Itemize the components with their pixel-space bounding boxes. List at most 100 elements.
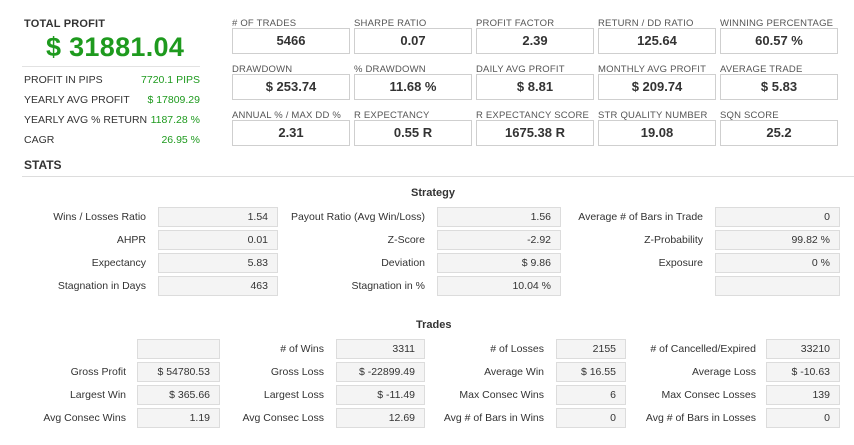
trades-label: Gross Loss [270, 366, 324, 378]
metric-sqn-score: SQN SCORE 25.2 [720, 110, 838, 150]
metric-average-trade: AVERAGE TRADE $ 5.83 [720, 64, 838, 104]
summary-label: YEARLY AVG PROFIT [24, 94, 130, 106]
summary-label: CAGR [24, 134, 55, 146]
summary-label: PROFIT IN PIPS [24, 74, 103, 86]
stats-title: STATS [24, 158, 62, 172]
strategy-value: 1.56 [437, 207, 561, 227]
strategy-label: Z-Probability [644, 234, 703, 246]
metric-label: MONTHLY AVG PROFIT [598, 64, 707, 75]
metric-num-trades: # OF TRADES 5466 [232, 18, 350, 58]
metric-label: % DRAWDOWN [354, 64, 426, 75]
summary-value: 26.95 % [161, 134, 200, 146]
metric-value: 19.08 [598, 120, 716, 146]
metric-value: 2.39 [476, 28, 594, 54]
strategy-value: 99.82 % [715, 230, 840, 250]
trades-label: # of Wins [280, 343, 324, 355]
strategy-label: Payout Ratio (Avg Win/Loss) [290, 211, 425, 223]
trades-value: 0 [766, 408, 840, 428]
metric-label: WINNING PERCENTAGE [720, 18, 834, 29]
metric-str-quality-number: STR QUALITY NUMBER 19.08 [598, 110, 716, 150]
metric-value: 25.2 [720, 120, 838, 146]
summary-value: $ 17809.29 [147, 94, 200, 106]
metric-r-expectancy-score: R EXPECTANCY SCORE 1675.38 R [476, 110, 594, 150]
trades-label: Avg Consec Loss [242, 412, 324, 424]
metric-label: SQN SCORE [720, 110, 779, 121]
trades-label: Avg # of Bars in Losses [645, 412, 756, 424]
trades-label: Largest Win [69, 389, 126, 401]
metric-label: # OF TRADES [232, 18, 297, 29]
trades-value: 1.19 [137, 408, 220, 428]
metric-annual-max-dd: ANNUAL % / MAX DD % 2.31 [232, 110, 350, 150]
trades-label: Max Consec Wins [459, 389, 544, 401]
metric-value: $ 5.83 [720, 74, 838, 100]
strategy-label: AHPR [116, 234, 146, 246]
strategy-value: 0 % [715, 253, 840, 273]
strategy-value: 1.54 [158, 207, 278, 227]
metric-value: 11.68 % [354, 74, 472, 100]
metric-label: DAILY AVG PROFIT [476, 64, 565, 75]
metric-label: PROFIT FACTOR [476, 18, 555, 29]
trades-label: Average Win [484, 366, 544, 378]
metric-value: 60.57 % [720, 28, 838, 54]
strategy-label: Deviation [381, 257, 425, 269]
metric-value: $ 209.74 [598, 74, 716, 100]
trades-label: # of Cancelled/Expired [650, 343, 756, 355]
total-profit-value: $ 31881.04 [46, 32, 185, 62]
metric-sharpe-ratio: SHARPE RATIO 0.07 [354, 18, 472, 58]
metric-r-expectancy: R EXPECTANCY 0.55 R [354, 110, 472, 150]
metric-profit-factor: PROFIT FACTOR 2.39 [476, 18, 594, 58]
summary-label: YEARLY AVG % RETURN [24, 114, 148, 126]
metric-pct-drawdown: % DRAWDOWN 11.68 % [354, 64, 472, 104]
trades-value: $ -10.63 [766, 362, 840, 382]
trades-label: Average Loss [691, 366, 756, 378]
metric-drawdown: DRAWDOWN $ 253.74 [232, 64, 350, 104]
strategy-value: 5.83 [158, 253, 278, 273]
summary-row-yearly-avg-return: YEARLY AVG % RETURN 1187.28 % [24, 114, 200, 130]
strategy-label: Average # of Bars in Trade [578, 211, 703, 223]
trades-empty-value [137, 339, 220, 359]
metric-value: 2.31 [232, 120, 350, 146]
metric-label: SHARPE RATIO [354, 18, 427, 29]
metric-label: STR QUALITY NUMBER [598, 110, 708, 121]
summary-row-profit-in-pips: PROFIT IN PIPS 7720.1 PIPS [24, 74, 200, 90]
trades-label: Gross Profit [70, 366, 126, 378]
trades-value: $ 365.66 [137, 385, 220, 405]
metric-label: R EXPECTANCY [354, 110, 430, 121]
metric-value: 1675.38 R [476, 120, 594, 146]
trades-value: 33210 [766, 339, 840, 359]
stats-divider [22, 176, 854, 177]
summary-value: 1187.28 % [150, 114, 200, 126]
metric-value: 5466 [232, 28, 350, 54]
strategy-label: Wins / Losses Ratio [53, 211, 146, 223]
summary-value: 7720.1 PIPS [141, 74, 200, 86]
strategy-label: Exposure [658, 257, 703, 269]
metric-winning-percentage: WINNING PERCENTAGE 60.57 % [720, 18, 838, 58]
metric-daily-avg-profit: DAILY AVG PROFIT $ 8.81 [476, 64, 594, 104]
metric-value: 0.55 R [354, 120, 472, 146]
trades-value: 12.69 [336, 408, 425, 428]
trades-value: 3311 [336, 339, 425, 359]
strategy-value: $ 9.86 [437, 253, 561, 273]
total-profit-label: TOTAL PROFIT [24, 18, 106, 30]
strategy-value: 463 [158, 276, 278, 296]
trades-label: # of Losses [490, 343, 544, 355]
metric-label: ANNUAL % / MAX DD % [232, 110, 342, 121]
strategy-empty-value [715, 276, 840, 296]
metric-label: RETURN / DD RATIO [598, 18, 694, 29]
trades-label: Avg # of Bars in Wins [443, 412, 544, 424]
summary-divider [22, 66, 200, 67]
metric-label: R EXPECTANCY SCORE [476, 110, 590, 121]
strategy-value: 0 [715, 207, 840, 227]
metric-value: $ 253.74 [232, 74, 350, 100]
strategy-value: 10.04 % [437, 276, 561, 296]
metric-label: AVERAGE TRADE [720, 64, 803, 75]
trades-label: Avg Consec Wins [43, 412, 126, 424]
trades-value: $ 16.55 [556, 362, 626, 382]
trades-value: 0 [556, 408, 626, 428]
trades-label: Max Consec Losses [661, 389, 756, 401]
trades-value: 6 [556, 385, 626, 405]
summary-row-yearly-avg-profit: YEARLY AVG PROFIT $ 17809.29 [24, 94, 200, 110]
trades-value: $ -11.49 [336, 385, 425, 405]
strategy-label: Stagnation in Days [57, 280, 146, 292]
metric-monthly-avg-profit: MONTHLY AVG PROFIT $ 209.74 [598, 64, 716, 104]
